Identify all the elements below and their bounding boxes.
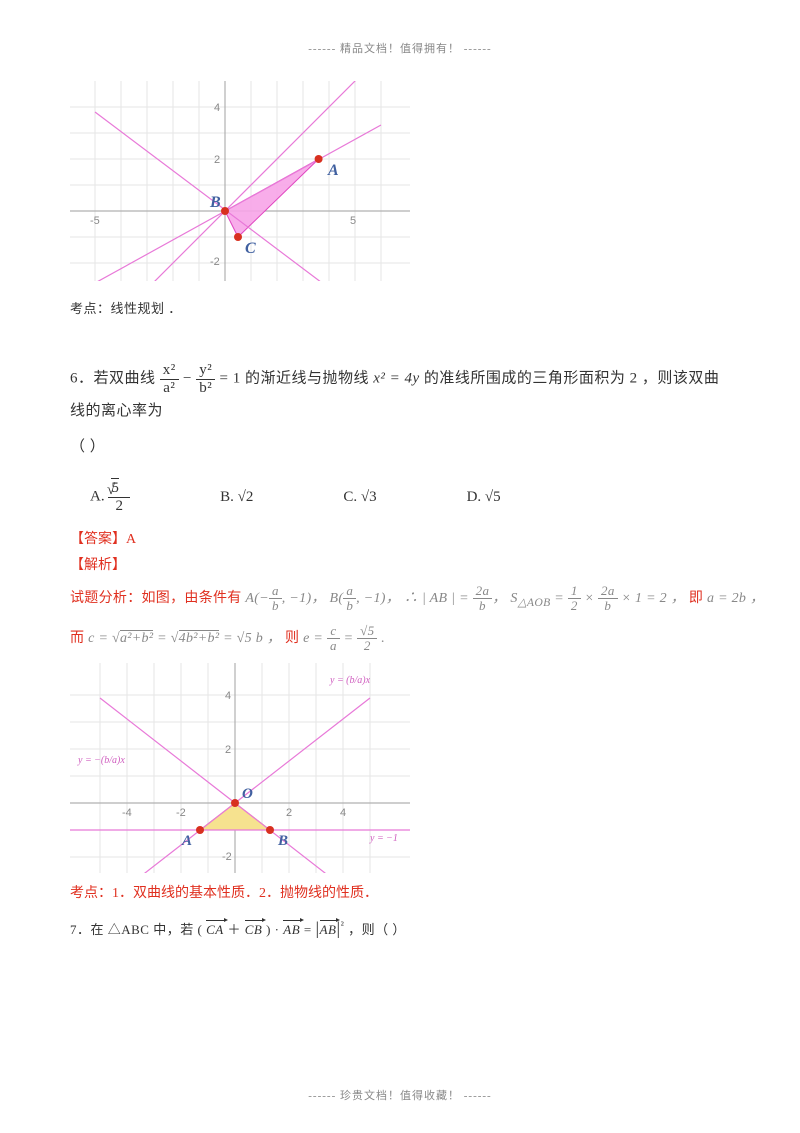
svg-text:A: A [327,162,339,179]
answer-line: 【答案】A [70,528,730,548]
header-text: ------ 精品文档！值得拥有！ ------ [70,0,730,56]
point-B [221,207,229,215]
point-C [234,233,242,241]
svg-text:4: 4 [225,690,231,702]
option-A: A. 5√2 [90,480,130,514]
svg-text:y = (b/a)x: y = (b/a)x [329,675,371,686]
svg-text:y = −1: y = −1 [369,833,398,844]
chart-2-hyperbola: -4 -2 2 4 -2 2 4 y = (b/a)x y = −(b/a)x … [70,663,730,878]
point-B2 [266,826,274,834]
svg-text:-2: -2 [210,256,220,268]
analysis-line-2: 而 c = √a²+b² = √4b²+b² = √5 b ， 则 e = ca… [70,624,730,654]
point-A [315,155,323,163]
svg-text:4: 4 [214,102,220,114]
point-O [231,799,239,807]
options-row: A. 5√2 B. √2 C. √3 D. √5 [90,480,730,514]
triangle-region [200,803,270,830]
kaodian-2: 考点：1．双曲线的基本性质．2．抛物线的性质． [70,882,730,902]
chart-2-svg: -4 -2 2 4 -2 2 4 y = (b/a)x y = −(b/a)x … [70,663,410,873]
question-6: 6．若双曲线 x²a² − y²b² = 1 的渐近线与抛物线 x² = 4y … [70,362,730,462]
chart-1-linear-programming: -5 5 -2 2 4 A B C [70,81,730,286]
svg-text:-2: -2 [222,851,232,863]
svg-text:2: 2 [225,744,231,756]
footer-text: ------ 珍贵文档！值得收藏！ ------ [0,1087,800,1103]
vec-AB: AB [283,922,300,938]
svg-text:-4: -4 [122,807,132,819]
jiexi-line: 【解析】 [70,554,730,574]
chart-1-svg: -5 5 -2 2 4 A B C [70,81,410,281]
grid-2 [70,663,410,873]
frac-x2a2: x²a² [160,362,179,396]
svg-text:-5: -5 [90,215,100,227]
analysis-line-1: 试题分析：如图，由条件有 A(−ab, −1)， B(ab, −1)， ∴ | … [70,584,730,614]
kaodian-1: 考点：线性规划 ． [70,298,730,317]
svg-text:A: A [181,833,192,849]
svg-text:B: B [209,194,221,211]
svg-text:y = −(b/a)x: y = −(b/a)x [77,755,125,766]
svg-text:C: C [245,240,256,257]
frac-y2b2: y²b² [196,362,215,396]
vec-CB: CB [245,922,263,938]
grid [70,81,410,281]
option-B: B. √2 [220,489,253,506]
svg-text:2: 2 [214,154,220,166]
vec-AB2: AB [320,922,337,938]
page-root: ------ 精品文档！值得拥有！ ------ -5 5 -2 [0,0,800,1133]
svg-text:-2: -2 [176,807,186,819]
feasible-region [225,159,319,237]
svg-text:2: 2 [286,807,292,819]
svg-text:4: 4 [340,807,346,819]
svg-text:B: B [277,833,288,849]
q6-paren: （ ） [70,432,730,462]
q6-prefix: 6．若双曲线 [70,370,156,386]
point-A2 [196,826,204,834]
question-7: 7．在 △ABC 中，若 ( CA ＋ CB ) · AB = |AB|² ，则… [70,918,730,939]
svg-text:O: O [242,786,253,802]
option-D: D. √5 [467,489,501,506]
svg-text:5: 5 [350,215,356,227]
vec-CA: CA [206,922,224,938]
option-C: C. √3 [343,489,376,506]
